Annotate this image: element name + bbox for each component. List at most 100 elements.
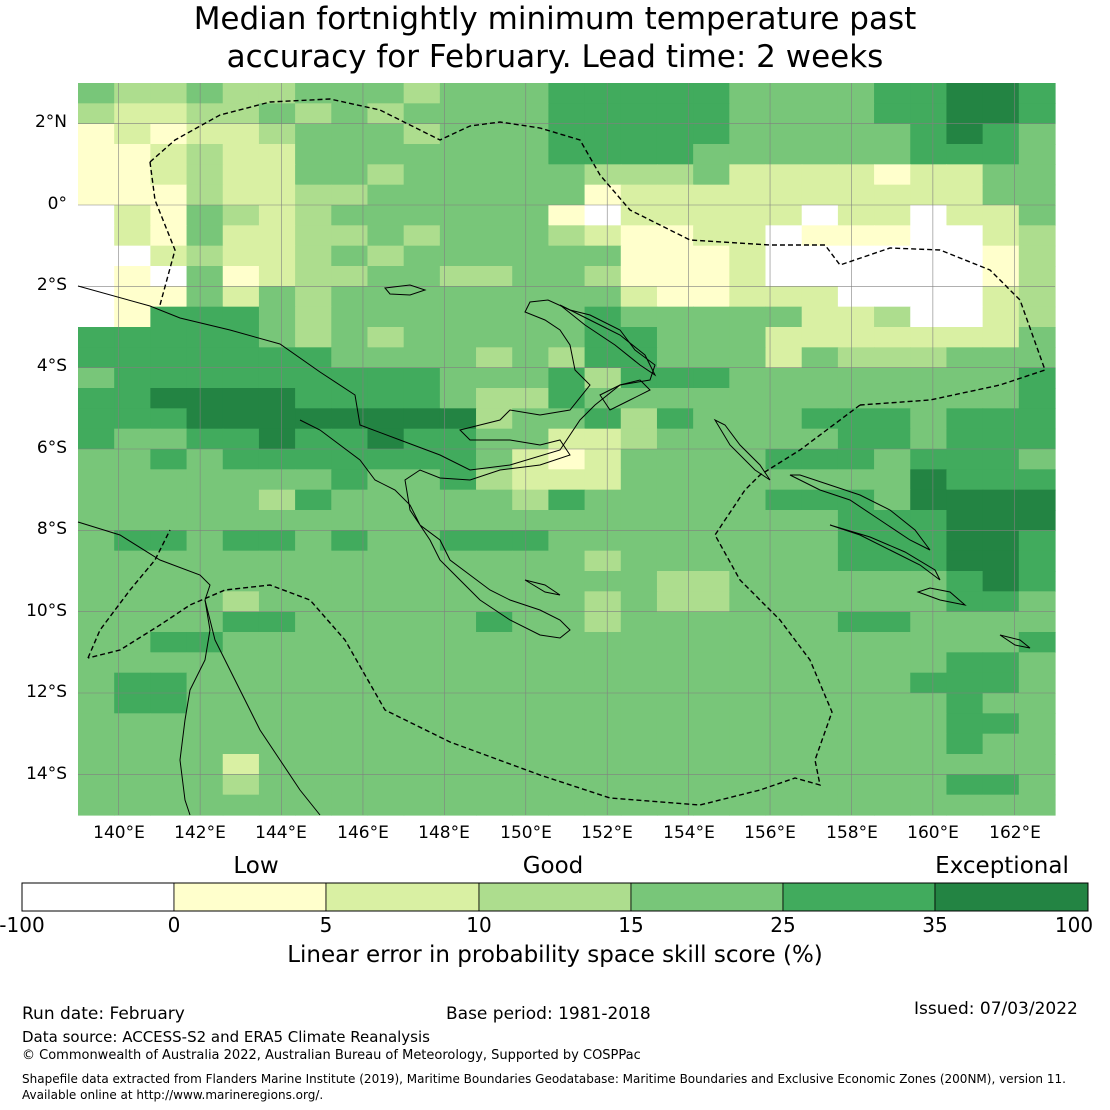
grid-cell	[946, 672, 984, 694]
grid-cell	[620, 530, 658, 552]
grid-cell	[476, 449, 513, 470]
grid-cell	[114, 408, 151, 430]
grid-cell	[476, 794, 513, 816]
grid-cell	[476, 632, 513, 653]
grid-cell	[512, 672, 550, 694]
grid-cell	[331, 510, 369, 531]
grid-cell	[78, 123, 115, 145]
grid-cell	[367, 469, 405, 491]
grid-cell	[837, 144, 875, 165]
grid-cell	[186, 164, 224, 186]
grid-cell	[584, 123, 622, 145]
grid-cell	[258, 266, 296, 287]
grid-cell	[548, 225, 586, 247]
grid-cell	[439, 550, 477, 572]
grid-cell	[946, 388, 984, 409]
grid-cell	[150, 794, 188, 816]
grid-cell	[331, 103, 369, 125]
grid-cell	[946, 632, 984, 653]
grid-cell	[512, 611, 550, 633]
grid-cell	[982, 550, 1020, 572]
category-good: Good	[522, 853, 584, 879]
grid-cell	[837, 286, 875, 308]
grid-cell	[946, 123, 984, 145]
grid-cell	[258, 571, 296, 592]
grid-cell	[331, 693, 369, 714]
grid-cell	[910, 510, 948, 531]
grid-cell	[656, 571, 694, 592]
grid-cell	[222, 225, 260, 247]
grid-cell	[620, 672, 658, 694]
grid-cell	[439, 774, 477, 796]
grid-cell	[693, 103, 730, 125]
grid-cell	[150, 632, 188, 653]
grid-cell	[222, 83, 260, 104]
grid-cell	[1018, 367, 1056, 389]
grid-cell	[78, 794, 115, 816]
grid-cell	[367, 489, 405, 511]
grid-cell	[801, 225, 839, 247]
colorbar-tick: 25	[770, 913, 796, 937]
grid-cell	[331, 205, 369, 226]
grid-cell	[222, 794, 260, 816]
grid-cell	[982, 245, 1020, 267]
grid-cell	[837, 713, 875, 735]
grid-cell	[910, 428, 948, 450]
grid-cell	[439, 794, 477, 816]
grid-cell	[656, 225, 694, 247]
grid-cell	[114, 164, 151, 186]
grid-cell	[874, 103, 911, 125]
grid-cell	[548, 733, 586, 755]
grid-cell	[1018, 245, 1056, 267]
grid-cell	[1018, 123, 1056, 145]
grid-cell	[620, 571, 658, 592]
grid-cell	[150, 408, 188, 430]
grid-cell	[729, 550, 767, 572]
grid-cell	[114, 754, 151, 775]
grid-cell	[837, 225, 875, 247]
grid-cell	[548, 591, 586, 613]
grid-cell	[982, 347, 1020, 369]
grid-cell	[403, 83, 441, 104]
grid-cell	[801, 266, 839, 287]
grid-cell	[439, 693, 477, 714]
grid-cell	[403, 652, 441, 674]
grid-cell	[982, 286, 1020, 308]
grid-cell	[403, 611, 441, 633]
grid-cell	[982, 591, 1020, 613]
grid-cell	[729, 266, 767, 287]
grid-cell	[656, 347, 694, 369]
grid-cell	[403, 713, 441, 735]
grid-cell	[258, 469, 296, 491]
grid-cell	[331, 388, 369, 409]
grid-cell	[548, 266, 586, 287]
grid-cell	[331, 469, 369, 491]
grid-cell	[222, 774, 260, 796]
grid-cell	[837, 184, 875, 206]
grid-cell	[1018, 754, 1056, 775]
grid-cell	[1018, 672, 1056, 694]
grid-cell	[946, 225, 984, 247]
grid-cell	[476, 428, 513, 450]
grid-cell	[874, 286, 911, 308]
grid-cell	[874, 469, 911, 491]
grid-cell	[837, 754, 875, 775]
grid-cell	[222, 754, 260, 775]
grid-cell	[656, 245, 694, 267]
grid-cell	[656, 123, 694, 145]
grid-cell	[258, 286, 296, 308]
grid-cell	[693, 408, 730, 430]
grid-cell	[765, 754, 803, 775]
grid-cell	[476, 530, 513, 552]
grid-cell	[186, 713, 224, 735]
grid-cell	[910, 205, 948, 226]
grid-cell	[512, 754, 550, 775]
grid-cell	[910, 367, 948, 389]
grid-cell	[222, 205, 260, 226]
grid-cell	[765, 652, 803, 674]
grid-cell	[1018, 286, 1056, 308]
grid-cell	[548, 530, 586, 552]
grid-cell	[656, 733, 694, 755]
grid-cell	[801, 83, 839, 104]
grid-cell	[439, 184, 477, 206]
